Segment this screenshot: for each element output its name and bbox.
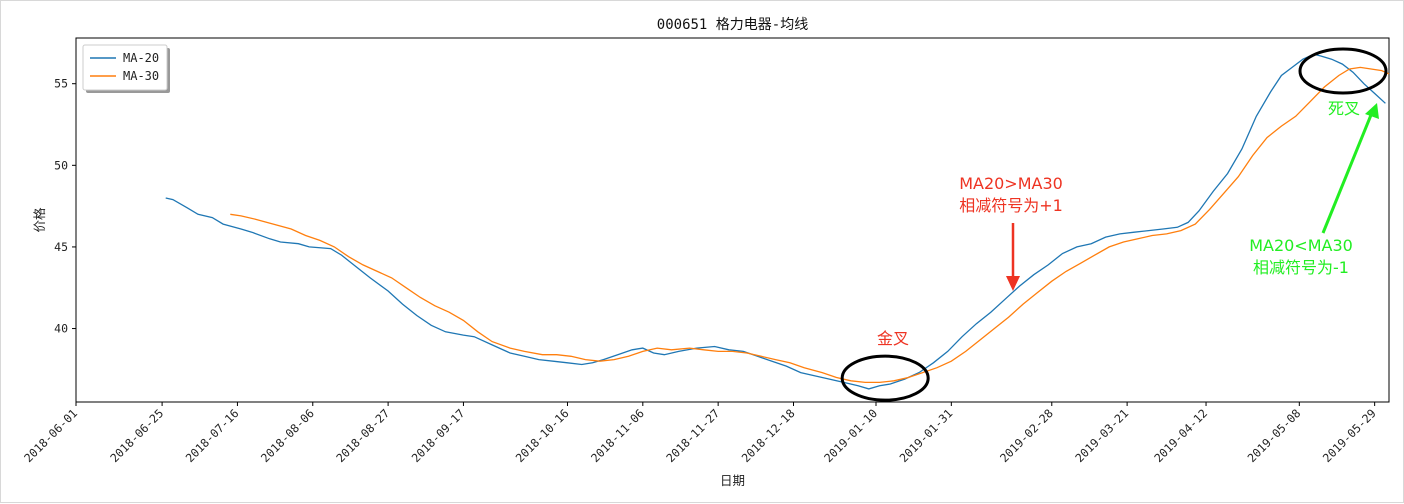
golden-cross-arrow-head [1006,276,1020,291]
series-line-ma-20 [165,53,1386,390]
y-tick-label: 55 [54,77,68,91]
y-tick-label: 40 [54,322,68,336]
x-tick-label: 2019-03-21 [1072,406,1131,465]
x-tick-label: 2019-05-08 [1245,406,1304,465]
golden-cross-circle [840,354,930,402]
y-tick-label: 50 [54,158,68,172]
death-cross-note-line: MA20<MA30 [1249,236,1353,255]
golden-cross-note-line: MA20>MA30 [959,174,1063,193]
x-tick-label: 2018-11-06 [588,406,647,465]
x-tick-label: 2018-09-17 [409,406,468,465]
golden-cross-label: 金叉 [877,329,909,348]
legend-label: MA-30 [123,69,159,83]
y-axis-title: 价格 [32,207,47,233]
x-tick-label: 2018-08-27 [333,406,392,465]
legend: MA-20 MA-30 [82,44,170,93]
x-axis-title: 日期 [720,473,745,488]
x-tick-label: 2018-10-16 [513,406,572,465]
x-tick-label: 2018-08-06 [258,406,317,465]
legend-label: MA-20 [123,51,159,65]
x-tick-label: 2018-06-25 [107,406,166,465]
x-tick-label: 2018-07-16 [183,406,242,465]
death-cross-arrow-head [1365,103,1379,119]
y-tick-label: 45 [54,240,68,254]
annotation-layer: 金叉 MA20>MA30 相减符号为+1 MA20<MA30 相减符号为-1 死叉 [840,47,1388,402]
x-tick-label: 2019-01-31 [897,406,956,465]
legend-box [82,44,168,91]
x-tick-label: 2019-01-10 [821,406,880,465]
x-tick-label: 2019-02-28 [997,406,1056,465]
death-cross-arrow-shaft [1321,114,1373,234]
chart-title: 000651 格力电器-均线 [657,17,808,33]
golden-cross-note-line: 相减符号为+1 [959,196,1063,215]
x-tick-label: 2018-12-18 [739,406,798,465]
x-tick-label: 2018-06-01 [21,406,80,465]
x-tick-label: 2018-11-27 [663,406,722,465]
death-cross-note-line: 相减符号为-1 [1253,258,1349,277]
x-tick-label: 2019-05-29 [1320,406,1379,465]
x-tick-label: 2019-04-12 [1151,406,1210,465]
plot-frame [75,37,1390,403]
series-line-ma-30 [230,66,1390,384]
plot-area: 40 45 50 55 2018-06-01 2018-06-25 2018-07-16 20… [21,37,1390,465]
death-cross-circle [1298,47,1388,95]
death-cross-label: 死叉 [1328,99,1360,118]
